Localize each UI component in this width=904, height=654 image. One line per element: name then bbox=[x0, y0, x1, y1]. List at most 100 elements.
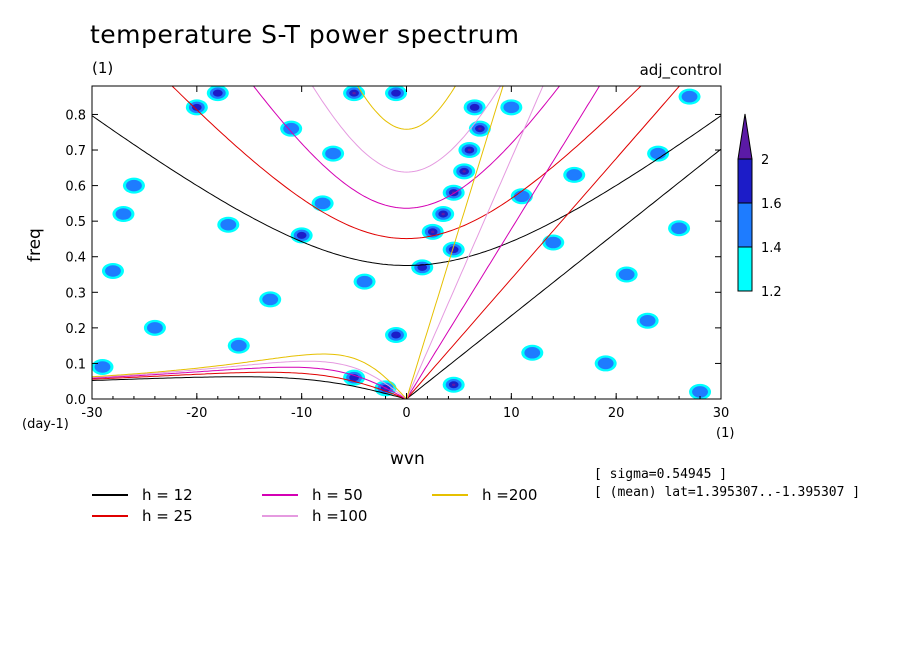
power-blob-level bbox=[451, 383, 456, 387]
legend-item-h50: h = 50 bbox=[262, 486, 363, 504]
power-blob-level bbox=[325, 147, 342, 160]
power-blob-level bbox=[478, 127, 482, 130]
power-blob-level bbox=[391, 331, 401, 339]
power-blob-26 bbox=[668, 220, 691, 237]
power-blob-level bbox=[639, 314, 656, 327]
power-blob-36 bbox=[353, 273, 376, 290]
gravity-curve-50 bbox=[252, 86, 561, 209]
sigma-annotation: [ sigma=0.54945 ] bbox=[594, 467, 728, 482]
y-tick-label: 0.8 bbox=[65, 108, 86, 123]
x-tick-label: -10 bbox=[291, 406, 312, 421]
legend-label: h =100 bbox=[312, 507, 368, 525]
legend-swatch bbox=[432, 494, 468, 496]
power-blob-30 bbox=[689, 383, 712, 399]
y-tick-label: 0.2 bbox=[65, 322, 86, 337]
rossby-curve-200 bbox=[92, 353, 408, 399]
power-blob-38 bbox=[615, 266, 638, 283]
power-blob-15 bbox=[311, 195, 334, 212]
power-blob-level bbox=[448, 246, 459, 254]
power-blob-level bbox=[469, 103, 480, 111]
y-tick-label: 0.3 bbox=[65, 286, 86, 301]
power-blob-level bbox=[597, 357, 614, 370]
kelvin-curve-200 bbox=[406, 86, 504, 399]
power-blob-31 bbox=[101, 262, 124, 279]
gravity-curve-200 bbox=[357, 86, 456, 130]
experiment-name: adj_control bbox=[639, 61, 722, 79]
power-blob-level bbox=[314, 197, 331, 210]
y-tick-label: 0.0 bbox=[65, 393, 86, 408]
power-blob-level bbox=[430, 230, 435, 234]
x-tick-label: 0 bbox=[402, 406, 410, 421]
power-blob-14 bbox=[290, 227, 313, 244]
gravity-curve-100 bbox=[311, 86, 502, 173]
power-blob-level bbox=[283, 122, 300, 135]
power-blob-34 bbox=[122, 177, 145, 194]
power-blob-level bbox=[191, 103, 202, 111]
legend-label: h = 50 bbox=[312, 486, 363, 504]
power-blob-level bbox=[566, 169, 583, 181]
legend-item-h100: h =100 bbox=[262, 507, 367, 525]
legend-swatch bbox=[262, 515, 298, 517]
colorbar-segment bbox=[737, 158, 753, 204]
legend-label: h = 12 bbox=[142, 486, 193, 504]
colorbar: 1.2 1.4 1.6 2 bbox=[737, 113, 782, 300]
x-axis-label: wvn bbox=[390, 449, 425, 469]
power-blob-level bbox=[462, 170, 466, 173]
power-blob-level bbox=[681, 90, 698, 103]
legend-swatch bbox=[92, 515, 128, 517]
kelvin-curve-25 bbox=[406, 86, 681, 399]
power-blob-level bbox=[262, 293, 279, 306]
power-blob-23 bbox=[259, 291, 282, 308]
rossby-curve-100 bbox=[92, 360, 408, 399]
power-blob-16 bbox=[280, 120, 303, 137]
x-tick-label: 20 bbox=[608, 406, 625, 421]
kelvin-curve-100 bbox=[406, 86, 544, 399]
rossby-curve-25 bbox=[92, 371, 408, 399]
legend-swatch bbox=[92, 494, 128, 496]
power-blob-7 bbox=[411, 259, 434, 276]
kelvin-curve-50 bbox=[406, 86, 601, 399]
power-blob-9 bbox=[442, 376, 465, 393]
power-blob-level bbox=[618, 268, 635, 281]
x-tick-label: 10 bbox=[503, 406, 520, 421]
power-blob-24 bbox=[542, 234, 565, 251]
power-blob-level bbox=[220, 218, 237, 231]
power-blob-25 bbox=[636, 312, 659, 329]
x-tick-label: 30 bbox=[713, 406, 730, 421]
power-blob-32 bbox=[500, 99, 523, 116]
rossby-curve-50 bbox=[92, 366, 408, 399]
power-blob-level bbox=[230, 339, 247, 352]
y-units-bottom: (day-1) bbox=[22, 417, 69, 432]
x-tick-label: -20 bbox=[186, 406, 207, 421]
power-blob-level bbox=[441, 212, 445, 216]
power-blob-level bbox=[513, 190, 530, 203]
power-blob-0 bbox=[468, 120, 491, 137]
power-blob-37 bbox=[563, 166, 586, 183]
power-blob-level bbox=[503, 101, 520, 114]
power-blob-22 bbox=[143, 319, 166, 336]
power-blob-level bbox=[212, 89, 223, 97]
legend-item-h12: h = 12 bbox=[92, 486, 193, 504]
power-blob-4 bbox=[432, 206, 455, 223]
legend-item-h25: h = 25 bbox=[92, 507, 193, 525]
axes: -30 -20 -10 0 10 20 30 0.0 0.1 0.2 0.3 0.4 0.5 0.6 0.7… bbox=[65, 86, 729, 421]
colorbar-label: 1.2 bbox=[761, 285, 782, 300]
y-tick-label: 0.1 bbox=[65, 357, 86, 372]
rossby-curve-12 bbox=[92, 376, 409, 399]
y-tick-label: 0.7 bbox=[65, 144, 86, 159]
gravity-curve-25 bbox=[171, 86, 642, 240]
plot-frame bbox=[91, 85, 722, 400]
power-blob-level bbox=[671, 222, 687, 235]
power-blob-level bbox=[650, 147, 667, 160]
power-blob-17 bbox=[217, 216, 240, 233]
power-blob-12 bbox=[385, 326, 408, 343]
power-blob-level bbox=[94, 361, 111, 373]
mean-annotation: [ (mean) lat=1.395307..-1.395307 ] bbox=[594, 485, 861, 500]
power-blob-2 bbox=[453, 163, 476, 180]
y-tick-label: 0.6 bbox=[65, 180, 86, 195]
power-blob-21 bbox=[112, 206, 135, 223]
power-blob-1 bbox=[458, 142, 481, 159]
power-blob-level bbox=[146, 322, 163, 334]
legend-item-h200: h =200 bbox=[432, 486, 537, 504]
